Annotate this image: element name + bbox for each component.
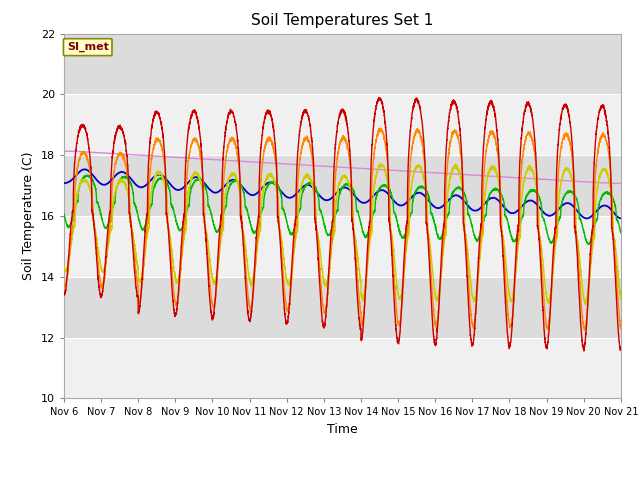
Bar (64, 95, 621, 155)
Y-axis label: Soil Temperature (C): Soil Temperature (C) (22, 152, 35, 280)
Bar (64, 216, 621, 277)
Bar (64, 34, 621, 95)
Text: SI_met: SI_met (67, 42, 109, 52)
Bar (64, 155, 621, 216)
X-axis label: Time: Time (327, 423, 358, 436)
Bar (64, 277, 621, 337)
Bar (64, 337, 621, 398)
Title: Soil Temperatures Set 1: Soil Temperatures Set 1 (252, 13, 433, 28)
